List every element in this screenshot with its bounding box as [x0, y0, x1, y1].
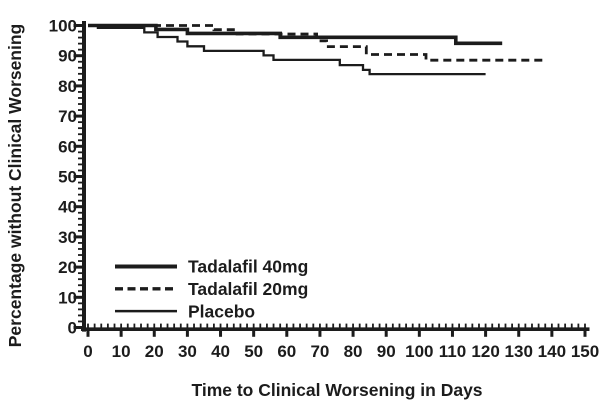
x-tick-label: 50	[244, 342, 263, 361]
x-tick-label: 10	[112, 342, 131, 361]
y-tick-label: 50	[58, 168, 77, 187]
x-tick-label: 120	[471, 342, 499, 361]
series-curve-placebo	[88, 24, 486, 76]
x-axis-title: Time to Clinical Worsening in Days	[191, 380, 483, 400]
y-tick-label: 100	[49, 17, 77, 36]
x-tick-label: 140	[538, 342, 566, 361]
y-tick-label: 60	[58, 137, 77, 156]
y-tick-label: 10	[58, 288, 77, 307]
x-tick-label: 100	[405, 342, 433, 361]
x-tick-label: 60	[277, 342, 296, 361]
series-curve-tadalafil-40mg	[88, 23, 503, 46]
y-axis-title: Percentage without Clinical Worsening	[5, 23, 25, 348]
x-tick-label: 130	[505, 342, 533, 361]
series-curve-tadalafil-20mg	[88, 24, 546, 62]
y-tick-label: 0	[68, 319, 77, 338]
y-tick-label: 30	[58, 228, 77, 247]
x-tick-label: 150	[571, 342, 599, 361]
y-tick-label: 70	[58, 107, 77, 126]
x-tick-label: 80	[344, 342, 363, 361]
y-tick-label: 40	[58, 198, 77, 217]
x-tick-label: 20	[145, 342, 164, 361]
y-tick-label: 90	[58, 47, 77, 66]
x-tick-label: 110	[439, 342, 466, 361]
legend-label: Tadalafil 20mg	[188, 279, 308, 299]
legend-label: Tadalafil 40mg	[188, 257, 308, 277]
x-tick-label: 70	[310, 342, 329, 361]
x-tick-label: 40	[211, 342, 230, 361]
y-tick-label: 20	[58, 258, 77, 277]
x-tick-label: 0	[83, 342, 92, 361]
x-tick-label: 90	[377, 342, 396, 361]
legend-label: Placebo	[188, 301, 255, 321]
y-tick-label: 80	[58, 77, 77, 96]
x-tick-label: 30	[178, 342, 197, 361]
